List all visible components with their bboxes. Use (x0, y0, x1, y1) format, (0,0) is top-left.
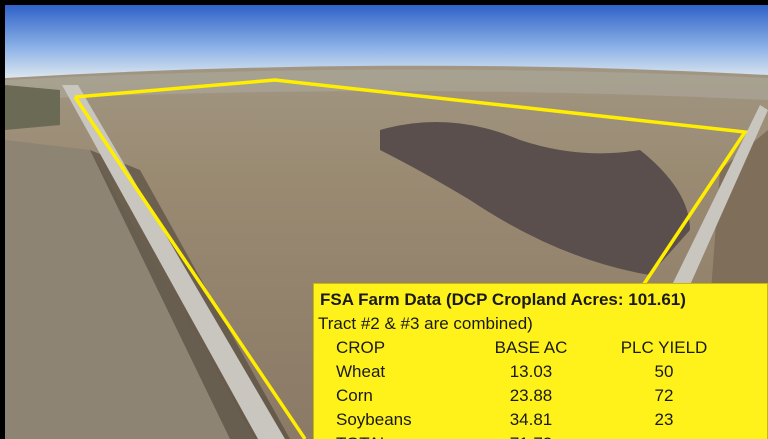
table-cell: 50 (604, 362, 724, 382)
farm-data-panel: FSA Farm Data (DCP Cropland Acres: 101.6… (313, 283, 768, 439)
table-cell: Wheat (336, 362, 385, 382)
table-cell: 72 (604, 386, 724, 406)
table-cell: Soybeans (336, 410, 412, 430)
table-cell: 34.81 (471, 410, 591, 430)
table-cell: 23 (604, 410, 724, 430)
panel-subtitle: Tract #2 & #3 are combined) (318, 314, 533, 334)
panel-title: FSA Farm Data (DCP Cropland Acres: 101.6… (320, 290, 686, 310)
table-cell: 71.72 (471, 434, 591, 439)
screenshot: FSA Farm Data (DCP Cropland Acres: 101.6… (0, 0, 768, 439)
column-header: BASE AC (471, 338, 591, 358)
table-cell: 13.03 (471, 362, 591, 382)
table-cell: TOTAL (336, 434, 389, 439)
column-header: PLC YIELD (604, 338, 724, 358)
table-cell: Corn (336, 386, 373, 406)
table-cell: 23.88 (471, 386, 591, 406)
column-header: CROP (336, 338, 385, 358)
